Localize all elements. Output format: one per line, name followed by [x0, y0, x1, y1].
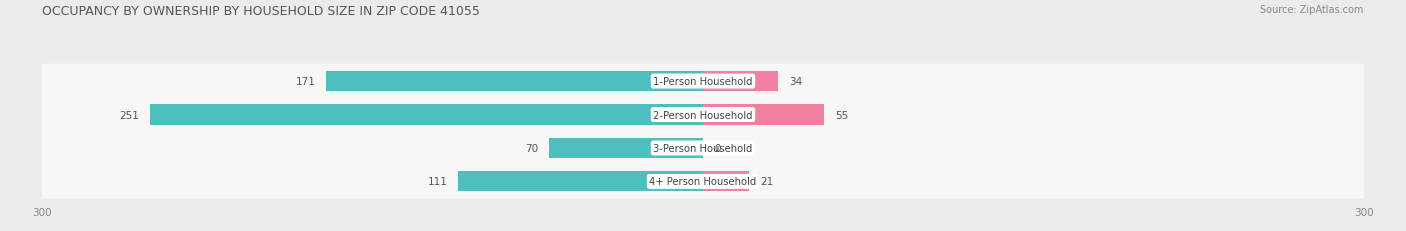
Text: 111: 111: [427, 177, 447, 187]
Text: Source: ZipAtlas.com: Source: ZipAtlas.com: [1260, 5, 1364, 15]
Text: 55: 55: [835, 110, 848, 120]
FancyBboxPatch shape: [31, 98, 1375, 132]
Bar: [326, 72, 703, 92]
FancyBboxPatch shape: [31, 64, 1375, 99]
Text: 70: 70: [524, 143, 537, 153]
Text: 2-Person Household: 2-Person Household: [654, 110, 752, 120]
Text: 0: 0: [714, 143, 720, 153]
Bar: [548, 138, 703, 158]
Text: 21: 21: [761, 177, 773, 187]
Bar: [458, 172, 703, 192]
Text: 1-Person Household: 1-Person Household: [654, 77, 752, 87]
Text: 251: 251: [120, 110, 139, 120]
Text: 34: 34: [789, 77, 803, 87]
FancyBboxPatch shape: [31, 164, 1375, 199]
Text: 3-Person Household: 3-Person Household: [654, 143, 752, 153]
Text: 4+ Person Household: 4+ Person Household: [650, 177, 756, 187]
Text: 171: 171: [295, 77, 315, 87]
Bar: [703, 72, 778, 92]
Text: OCCUPANCY BY OWNERSHIP BY HOUSEHOLD SIZE IN ZIP CODE 41055: OCCUPANCY BY OWNERSHIP BY HOUSEHOLD SIZE…: [42, 5, 479, 18]
Bar: [703, 172, 749, 192]
Bar: [703, 105, 824, 125]
FancyBboxPatch shape: [31, 131, 1375, 166]
Bar: [150, 105, 703, 125]
